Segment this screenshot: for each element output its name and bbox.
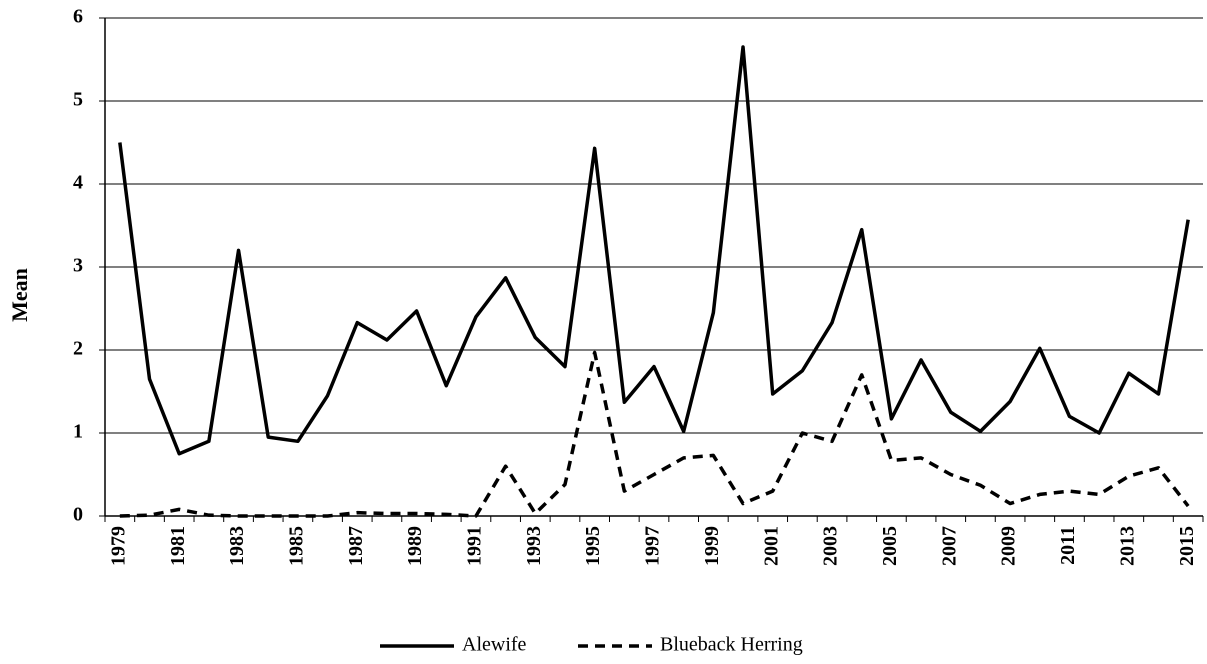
- x-tick-label: 1997: [642, 526, 664, 566]
- x-tick-label: 1983: [226, 526, 248, 566]
- x-tick-label: 2003: [820, 526, 842, 566]
- legend-label: Alewife: [462, 634, 527, 656]
- x-tick-label: 2015: [1176, 526, 1198, 566]
- x-tick-label: 2005: [879, 526, 901, 566]
- x-tick-label: 1991: [464, 526, 486, 566]
- y-tick-label: 3: [73, 255, 83, 277]
- legend-label: Blueback Herring: [660, 634, 803, 656]
- x-tick-label: 1985: [285, 526, 307, 566]
- x-tick-label: 1999: [701, 526, 723, 566]
- y-tick-label: 0: [73, 504, 83, 526]
- y-tick-label: 6: [73, 6, 83, 28]
- x-tick-label: 2011: [1057, 526, 1079, 565]
- y-tick-label: 1: [73, 421, 83, 443]
- series-line: [119, 350, 1190, 518]
- y-tick-label: 4: [73, 172, 83, 194]
- series-line: [118, 45, 1190, 456]
- x-tick-label: 1993: [523, 526, 545, 566]
- x-tick-label: 1995: [582, 526, 604, 566]
- x-tick-label: 1979: [107, 526, 129, 566]
- x-tick-label: 1981: [167, 526, 189, 566]
- x-tick-label: 1987: [345, 526, 367, 566]
- y-tick-label: 5: [73, 89, 83, 111]
- x-tick-label: 2013: [1116, 526, 1138, 566]
- y-axis-label: Mean: [7, 268, 32, 322]
- x-tick-label: 2001: [760, 526, 782, 566]
- x-tick-label: 1989: [404, 526, 426, 566]
- x-tick-label: 2007: [938, 526, 960, 566]
- x-tick-label: 2009: [998, 526, 1020, 566]
- y-tick-label: 2: [73, 338, 83, 360]
